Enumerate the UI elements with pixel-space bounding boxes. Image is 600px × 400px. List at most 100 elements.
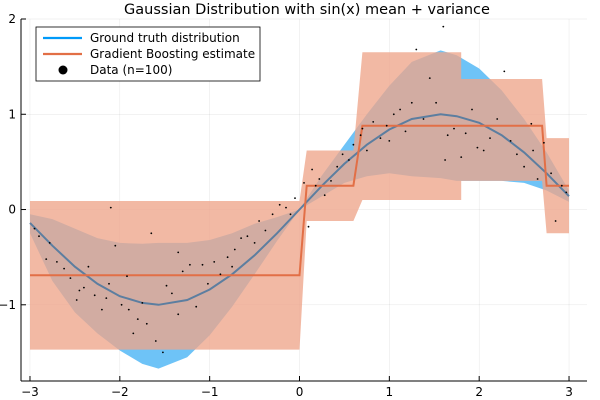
lines xyxy=(29,113,570,306)
data-point xyxy=(75,299,78,301)
data-point xyxy=(109,206,112,209)
x-tick-label: −3 xyxy=(21,385,39,399)
data-point xyxy=(442,25,445,28)
data-point xyxy=(33,227,36,230)
data-point xyxy=(543,141,545,144)
data-point xyxy=(560,184,563,187)
data-point xyxy=(165,284,168,287)
data-point xyxy=(105,297,108,299)
data-point xyxy=(323,194,326,197)
data-point xyxy=(410,101,413,104)
data-point xyxy=(428,77,431,79)
data-point xyxy=(294,197,296,200)
data-point xyxy=(56,261,58,263)
data-point xyxy=(264,229,267,232)
data-point xyxy=(69,277,72,279)
data-point xyxy=(348,159,350,161)
data-point xyxy=(532,149,534,152)
data-point xyxy=(311,168,313,171)
data-points xyxy=(33,25,568,354)
data-point xyxy=(444,159,446,161)
y-tick-label: 1 xyxy=(8,107,16,121)
data-point xyxy=(213,261,216,263)
gradient-boosting-line xyxy=(30,124,569,277)
data-point xyxy=(404,130,407,133)
data-point xyxy=(476,146,479,149)
data-point xyxy=(496,118,499,120)
data-point xyxy=(285,206,287,209)
data-point xyxy=(154,340,157,342)
data-point xyxy=(460,156,463,159)
data-point xyxy=(150,232,153,235)
data-point xyxy=(189,263,191,266)
x-tick-label: 3 xyxy=(565,385,573,399)
data-point xyxy=(379,137,382,140)
data-point xyxy=(372,121,375,123)
chart-title: Gaussian Distribution with sin(x) mean +… xyxy=(124,2,490,18)
legend-swatch-data xyxy=(58,65,68,75)
data-point xyxy=(63,267,65,270)
data-point xyxy=(177,251,180,254)
data-point xyxy=(181,270,184,273)
data-point xyxy=(120,303,123,306)
y-tick-label: −1 xyxy=(0,298,16,312)
data-point xyxy=(45,258,48,260)
data-point xyxy=(330,180,332,182)
data-point xyxy=(399,108,401,111)
y-tick-label: 0 xyxy=(8,203,16,217)
data-point xyxy=(464,132,467,135)
data-point xyxy=(550,172,552,175)
data-point xyxy=(136,318,139,320)
data-point xyxy=(516,153,518,156)
data-point xyxy=(336,165,339,168)
data-point xyxy=(240,237,243,240)
data-point xyxy=(554,220,557,222)
data-point xyxy=(314,184,317,187)
data-point xyxy=(385,124,388,127)
ground-truth-line xyxy=(29,113,570,306)
data-point xyxy=(48,242,51,244)
legend-label-data: Data (n=100) xyxy=(90,63,172,77)
data-point xyxy=(415,48,418,51)
data-point xyxy=(435,101,437,104)
data-point xyxy=(258,220,260,222)
data-point xyxy=(226,256,229,259)
data-point xyxy=(145,322,148,325)
data-point xyxy=(523,165,525,168)
data-point xyxy=(388,140,391,142)
data-point xyxy=(565,191,568,194)
legend-label-gradient-boosting: Gradient Boosting estimate xyxy=(90,47,255,61)
data-point xyxy=(195,305,198,308)
data-point xyxy=(219,273,222,276)
data-point xyxy=(253,242,256,244)
data-point xyxy=(78,289,81,292)
data-point xyxy=(366,149,368,152)
data-point xyxy=(246,235,249,238)
data-point xyxy=(361,127,364,130)
data-point xyxy=(126,275,128,278)
axes: −3 −2 −1 0 1 2 3 −1 0 1 2 xyxy=(0,12,587,399)
data-point xyxy=(289,213,292,216)
x-tick-label: −2 xyxy=(111,385,129,399)
data-point xyxy=(38,235,40,238)
data-point xyxy=(489,137,491,140)
data-point xyxy=(87,265,90,268)
data-point xyxy=(482,149,485,152)
legend: Ground truth distribution Gradient Boost… xyxy=(35,26,261,82)
data-point xyxy=(509,140,512,142)
data-point xyxy=(171,292,173,295)
data-point xyxy=(271,213,274,216)
data-point xyxy=(453,127,455,130)
data-point xyxy=(127,308,130,311)
data-point xyxy=(162,351,164,354)
x-tick-label: 2 xyxy=(475,385,483,399)
data-point xyxy=(114,244,117,247)
data-point xyxy=(303,182,305,184)
data-point xyxy=(233,248,236,251)
y-tick-label: 2 xyxy=(8,12,16,26)
data-point xyxy=(132,332,135,335)
data-point xyxy=(101,308,103,311)
data-point xyxy=(278,203,281,206)
